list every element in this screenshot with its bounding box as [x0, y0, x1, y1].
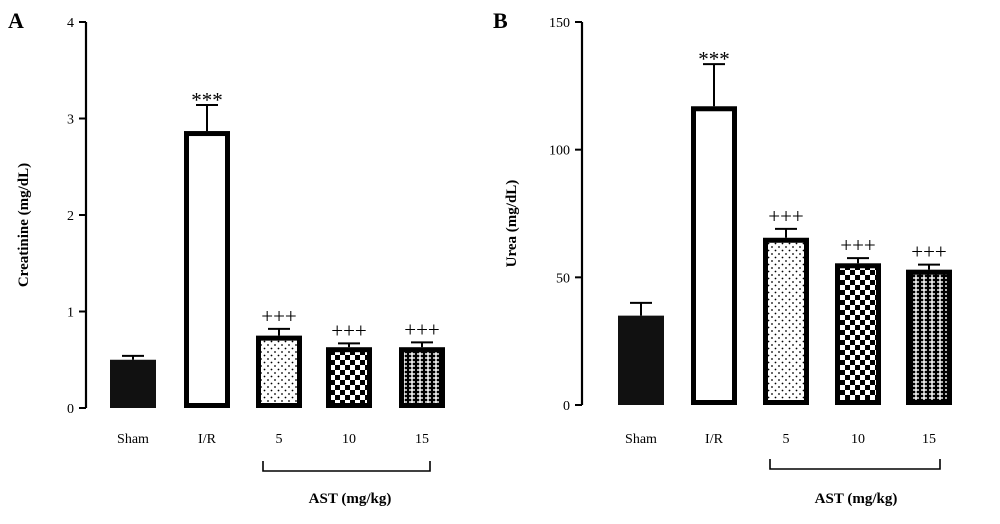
significance-label: *** — [191, 88, 223, 112]
panel-a-letter: A — [8, 8, 24, 33]
group-bracket — [769, 459, 941, 470]
y-tick-label: 150 — [549, 16, 570, 31]
group-bracket — [262, 461, 431, 472]
y-tick-label: 100 — [549, 144, 570, 159]
bar-15 — [906, 269, 952, 405]
significance-label: +++ — [840, 233, 876, 257]
bar-i-r — [691, 106, 737, 405]
y-tick-label: 0 — [67, 402, 74, 417]
bar-15 — [399, 347, 445, 408]
y-tick-label: 3 — [67, 113, 74, 128]
bar-sham — [618, 315, 664, 405]
significance-label: +++ — [261, 304, 297, 328]
significance-label: +++ — [404, 317, 440, 341]
y-axis-title: Urea (mg/dL) — [504, 180, 520, 268]
panel-b-letter: B — [493, 8, 508, 33]
y-tick-label: 4 — [67, 16, 74, 31]
x-category-label: 10 — [342, 432, 356, 447]
y-tick-label: 0 — [563, 399, 570, 414]
x-category-label: I/R — [705, 432, 724, 447]
bar-10 — [326, 347, 372, 408]
x-category-label: 15 — [415, 432, 429, 447]
x-category-label: Sham — [625, 432, 657, 447]
x-category-label: Sham — [117, 432, 149, 447]
group-label: AST (mg/kg) — [309, 491, 392, 507]
bar-5 — [763, 237, 809, 405]
x-category-label: 10 — [851, 432, 865, 447]
significance-label: +++ — [911, 240, 947, 264]
bar-10 — [835, 263, 881, 406]
x-category-label: 5 — [276, 432, 283, 447]
bar-5 — [256, 335, 302, 408]
significance-label: +++ — [768, 204, 804, 228]
x-category-label: I/R — [198, 432, 217, 447]
bar-i-r — [184, 131, 230, 408]
group-label: AST (mg/kg) — [815, 491, 898, 507]
significance-label: +++ — [331, 318, 367, 342]
x-category-label: 5 — [783, 432, 790, 447]
y-tick-label: 50 — [556, 271, 570, 286]
significance-label: *** — [698, 47, 730, 71]
bar-sham — [110, 359, 156, 408]
panel-b-chart: B 0 50 100 150 Urea (mg/dL) Sham *** I/R +++ 5 +++ 1… — [493, 8, 952, 507]
y-tick-label: 1 — [67, 306, 74, 321]
y-axis-title: Creatinine (mg/dL) — [16, 163, 32, 287]
x-category-label: 15 — [922, 432, 936, 447]
panel-a-chart: A 0 1 2 3 4 Creatinine (mg/dL) Sham *** I/R +++ 5 ++… — [8, 8, 445, 507]
y-tick-label: 2 — [67, 209, 74, 224]
